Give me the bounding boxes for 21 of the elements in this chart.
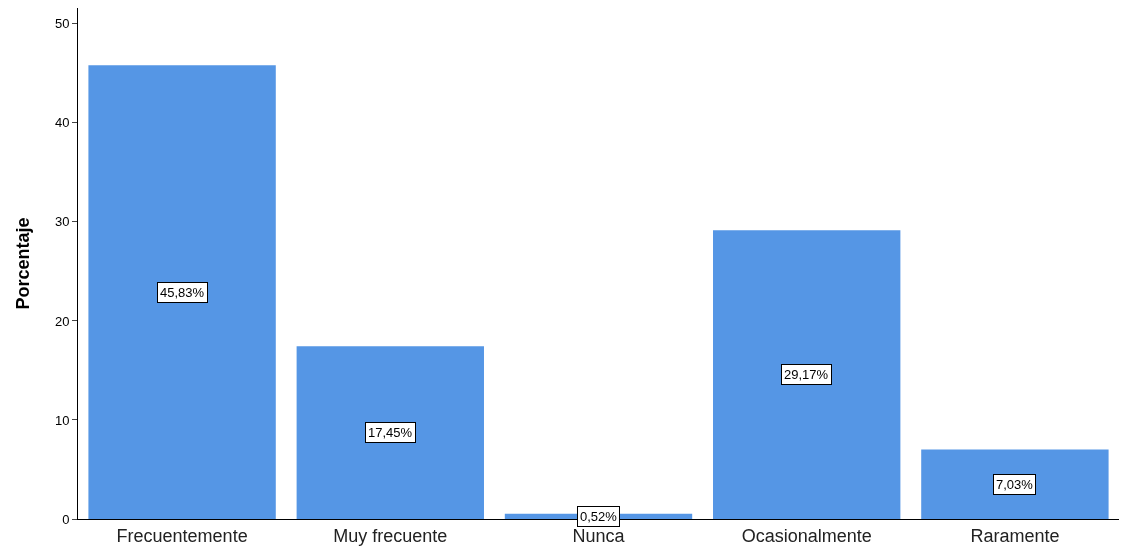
y-tick-label: 0 [62, 511, 70, 527]
x-tick-label: Raramente [970, 525, 1060, 546]
x-tick-label: Frecuentemente [116, 525, 248, 546]
bar [713, 230, 901, 519]
data-label: 29,17% [784, 367, 829, 382]
y-tick-label: 50 [54, 16, 70, 32]
x-tick-label: Muy frecuente [333, 525, 448, 546]
bar [296, 346, 484, 519]
x-tick-label: Ocasionalmente [741, 525, 872, 546]
x-tick-label: Nunca [572, 525, 626, 546]
y-tick-label: 20 [54, 313, 70, 329]
y-tick-label: 40 [54, 115, 70, 131]
bar [88, 65, 276, 519]
bar [921, 449, 1109, 519]
data-label: 7,03% [996, 477, 1034, 492]
y-tick-label: 10 [54, 412, 70, 428]
data-label: 45,83% [160, 285, 205, 300]
y-tick-label: 30 [54, 214, 70, 230]
data-label: 17,45% [368, 425, 413, 440]
data-label: 0,52% [580, 509, 618, 524]
y-axis-title: Porcentaje [13, 217, 34, 310]
